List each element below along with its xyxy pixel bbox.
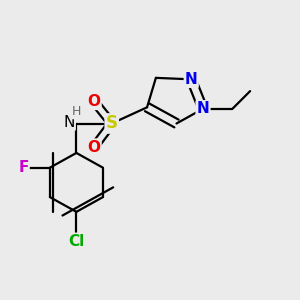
Text: H: H bbox=[72, 105, 81, 118]
Text: N: N bbox=[63, 115, 75, 130]
Text: S: S bbox=[106, 115, 118, 133]
Text: N: N bbox=[196, 101, 209, 116]
Text: F: F bbox=[18, 160, 28, 175]
Text: O: O bbox=[88, 140, 100, 154]
Text: N: N bbox=[185, 72, 198, 87]
Text: O: O bbox=[88, 94, 100, 109]
Text: Cl: Cl bbox=[68, 234, 85, 249]
